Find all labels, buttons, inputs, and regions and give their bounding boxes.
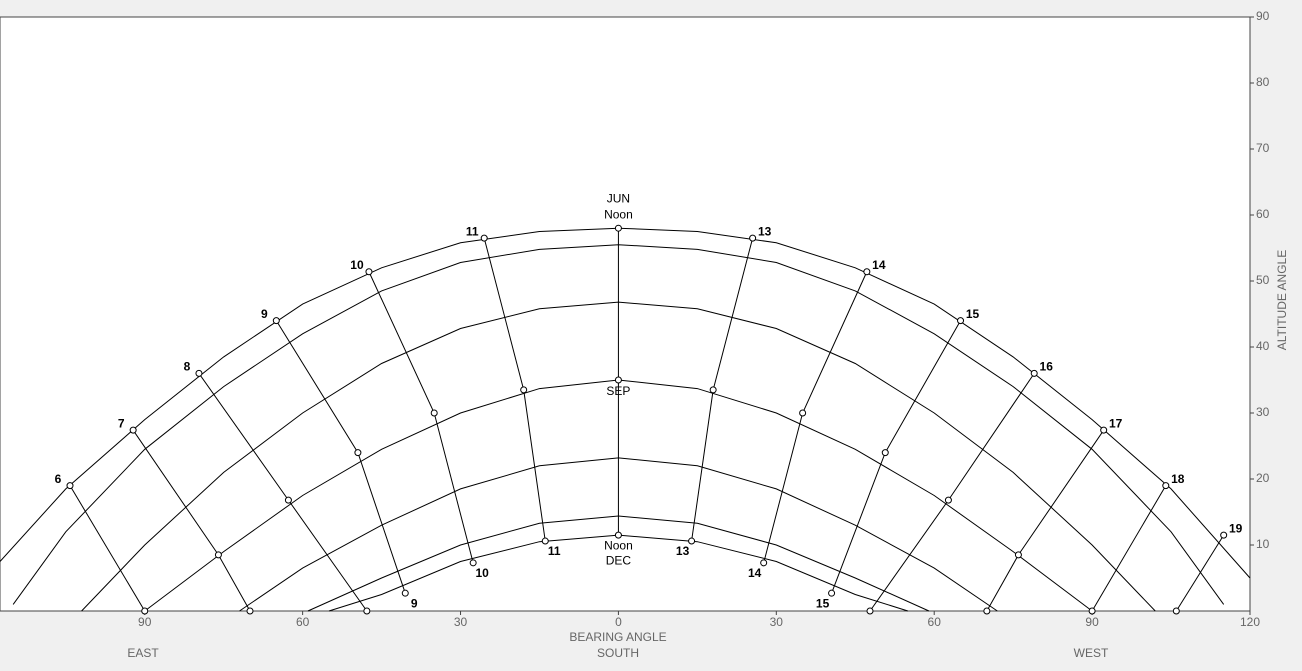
- hour-label: 17: [1109, 416, 1123, 430]
- hour-label: 13: [676, 544, 690, 558]
- hour-point: [863, 268, 871, 276]
- y-tick-label: 30: [1256, 405, 1270, 419]
- hour-point: [195, 369, 203, 377]
- hour-label: 15: [966, 307, 980, 321]
- hour-label: 8: [184, 360, 191, 374]
- arc-label: SEP: [606, 384, 630, 398]
- y-tick-label: 80: [1256, 75, 1270, 89]
- hour-point: [1088, 607, 1096, 615]
- hour-point: [983, 607, 991, 615]
- hour-point: [688, 537, 696, 545]
- hour-point: [944, 496, 952, 504]
- arc-label: DEC: [606, 553, 632, 567]
- plot-area: [0, 16, 1251, 612]
- y-tick-label: 90: [1256, 9, 1270, 23]
- x-tick-label: 0: [615, 615, 622, 629]
- hour-point: [614, 531, 622, 539]
- hour-point: [881, 449, 889, 457]
- hour-point: [365, 268, 373, 276]
- hour-point: [284, 496, 292, 504]
- x-center-label: SOUTH: [597, 646, 639, 660]
- hour-point: [1014, 551, 1022, 559]
- hour-label: 16: [1040, 360, 1054, 374]
- hour-line: [1175, 534, 1225, 612]
- hour-point: [469, 559, 477, 567]
- hour-point: [520, 386, 528, 394]
- y-tick-label: 60: [1256, 207, 1270, 221]
- hour-label: 11: [466, 224, 479, 238]
- x-tick-label: 90: [1085, 615, 1099, 629]
- hour-label: 10: [475, 566, 489, 580]
- hour-point: [401, 589, 409, 597]
- hour-point: [129, 426, 137, 434]
- y-tick-label: 20: [1256, 471, 1270, 485]
- hour-label: 19: [1229, 521, 1243, 535]
- y-tick-label: 70: [1256, 141, 1270, 155]
- hour-point: [246, 607, 254, 615]
- hour-point: [363, 607, 371, 615]
- hour-point: [614, 224, 622, 232]
- hour-line: [69, 485, 146, 612]
- y-tick-label: 40: [1256, 339, 1270, 353]
- hour-point: [214, 551, 222, 559]
- x-axis-title: BEARING ANGLE: [569, 630, 666, 644]
- x-tick-label: 60: [296, 615, 310, 629]
- arc-label: JUN: [607, 191, 630, 205]
- hour-label: 7: [118, 416, 125, 430]
- x-tick-label: 120: [1240, 615, 1260, 629]
- hour-point: [957, 317, 965, 325]
- hour-point: [66, 482, 74, 490]
- hour-label: 15: [816, 596, 830, 610]
- x-tick-label: 30: [454, 615, 468, 629]
- hour-label: 13: [758, 224, 772, 238]
- hour-point: [1030, 369, 1038, 377]
- noon-label: Noon: [604, 538, 633, 552]
- hour-point: [354, 449, 362, 457]
- hour-line: [1091, 485, 1167, 612]
- hour-label: 6: [55, 472, 62, 486]
- hour-label: 9: [261, 307, 268, 321]
- hour-label: 10: [350, 258, 364, 272]
- hour-point: [430, 409, 438, 417]
- hour-label: 9: [411, 596, 418, 610]
- hour-label: 11: [548, 544, 561, 558]
- hour-point: [866, 607, 874, 615]
- hour-label: 18: [1171, 472, 1185, 486]
- hour-point: [480, 234, 488, 242]
- hour-point: [541, 537, 549, 545]
- hour-point: [760, 559, 768, 567]
- hour-point: [749, 234, 757, 242]
- x-tick-label: 60: [928, 615, 942, 629]
- hour-point: [1100, 426, 1108, 434]
- hour-point: [828, 589, 836, 597]
- hour-point: [141, 607, 149, 615]
- y-tick-label: 50: [1256, 273, 1270, 287]
- hour-point: [799, 409, 807, 417]
- hour-point: [709, 386, 717, 394]
- hour-point: [614, 376, 622, 384]
- x-tick-label: 90: [138, 615, 152, 629]
- x-right-label: WEST: [1074, 646, 1109, 660]
- noon-label: Noon: [604, 207, 633, 221]
- y-tick-label: 10: [1256, 537, 1270, 551]
- x-left-label: EAST: [127, 646, 159, 660]
- hour-label: 14: [872, 258, 886, 272]
- y-axis-title: ALTITUDE ANGLE: [1275, 250, 1289, 350]
- hour-label: 14: [748, 566, 762, 580]
- x-tick-label: 30: [770, 615, 784, 629]
- hour-point: [272, 317, 280, 325]
- hour-point: [1172, 607, 1180, 615]
- hour-point: [1162, 482, 1170, 490]
- hour-point: [1220, 531, 1228, 539]
